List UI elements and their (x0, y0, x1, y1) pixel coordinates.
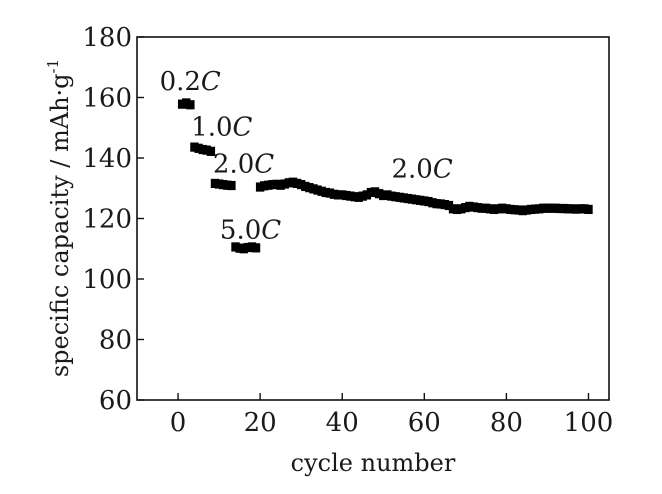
rate-annotation: 0.2C (160, 67, 221, 97)
x-tick-label: 80 (490, 408, 523, 438)
rate-annotations: 0.2C1.0C2.0C5.0C2.0C (160, 67, 453, 246)
y-axis-label-main: specific capacity / mAh·g (46, 73, 74, 377)
rate-annotation: 2.0C (213, 150, 274, 180)
y-tick-label: 180 (82, 23, 132, 53)
y-tick-label: 100 (82, 265, 132, 295)
data-point (251, 243, 261, 253)
rate-annotation: 1.0C (191, 112, 252, 142)
data-point (186, 100, 195, 110)
y-axis-label-superscript: -1 (44, 59, 62, 74)
x-tick-label: 40 (326, 408, 359, 438)
y-axis-label-group: specific capacity / mAh·g-1 (44, 59, 74, 377)
data-point (227, 180, 236, 191)
x-tick-label: 0 (170, 408, 187, 438)
rate-annotation-value: 5.0 (220, 215, 261, 245)
x-tick-label: 100 (564, 408, 614, 438)
rate-annotation-unit: C (233, 112, 253, 142)
y-axis-label: specific capacity / mAh·g-1 (44, 59, 74, 377)
data-series (177, 98, 593, 254)
y-tick-label: 80 (99, 326, 132, 356)
rate-annotation: 5.0C (220, 215, 281, 245)
x-axis-label: cycle number (291, 449, 456, 477)
rate-annotation-value: 1.0 (191, 112, 232, 142)
rate-annotation-unit: C (433, 155, 453, 185)
y-tick-label: 140 (82, 144, 132, 174)
data-point (584, 204, 593, 215)
axis-tick-labels: 0 20 40 60 80 100 60 80 100 120 140 160 180 (82, 23, 613, 438)
rate-annotation-unit: C (254, 150, 274, 180)
rate-annotation-unit: C (201, 67, 221, 97)
x-tick-label: 60 (408, 408, 441, 438)
y-tick-label: 120 (82, 205, 132, 235)
data-point (206, 146, 216, 156)
rate-annotation-value: 2.0 (391, 155, 432, 185)
rate-annotation: 2.0C (391, 155, 452, 185)
rate-annotation-unit: C (261, 215, 281, 245)
x-tick-label: 20 (244, 408, 277, 438)
y-tick-label: 160 (82, 84, 132, 114)
y-tick-label: 60 (99, 386, 132, 416)
rate-annotation-value: 0.2 (160, 67, 201, 97)
rate-annotation-value: 2.0 (213, 150, 254, 180)
axis-ticks (137, 36, 590, 401)
